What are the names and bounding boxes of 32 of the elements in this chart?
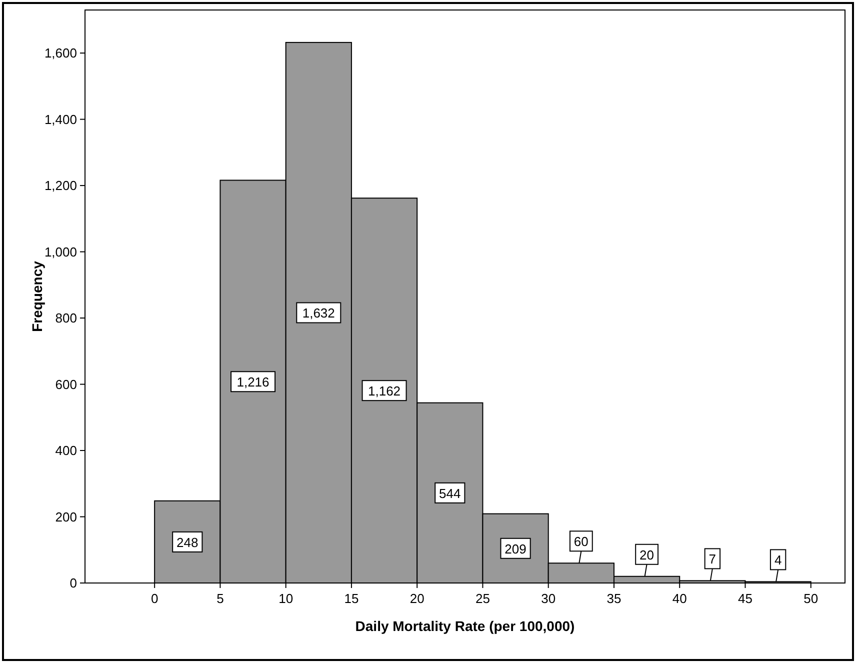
data-label: 209 [504, 541, 526, 556]
y-tick-label: 1,400 [44, 112, 77, 127]
x-tick-label: 25 [475, 591, 490, 606]
y-tick-label: 400 [55, 443, 77, 458]
data-label: 1,216 [236, 374, 270, 390]
x-tick-label: 0 [150, 591, 158, 606]
x-tick-label: 35 [606, 591, 622, 606]
data-label: 1,632 [302, 306, 335, 321]
x-tick-label: 20 [410, 591, 424, 606]
data-label: 60 [574, 534, 588, 550]
y-tick-label: 0 [70, 576, 77, 590]
x-tick-label: 30 [541, 591, 556, 606]
y-axis-title: Frequency [29, 260, 45, 332]
x-tick-label: 40 [672, 591, 687, 606]
data-label: 20 [640, 547, 654, 562]
y-tick-label: 1,000 [44, 244, 77, 260]
x-tick-label: 10 [278, 591, 294, 606]
y-tick-label: 200 [55, 509, 77, 524]
data-label: 544 [439, 486, 461, 501]
data-label: 4 [774, 552, 782, 568]
y-tick-label: 1,200 [44, 178, 77, 194]
data-label: 1,162 [368, 384, 401, 399]
x-tick-label: 50 [804, 591, 818, 606]
y-tick-label: 1,600 [44, 46, 77, 61]
x-tick-label: 15 [344, 591, 359, 606]
x-tick-label: 5 [216, 591, 224, 606]
y-tick-label: 600 [55, 376, 77, 392]
x-tick-label: 45 [738, 591, 752, 606]
y-tick-label: 800 [55, 310, 77, 326]
x-axis-title: Daily Mortality Rate (per 100,000) [355, 618, 575, 634]
data-label: 7 [708, 552, 716, 567]
data-label: 248 [176, 534, 198, 550]
